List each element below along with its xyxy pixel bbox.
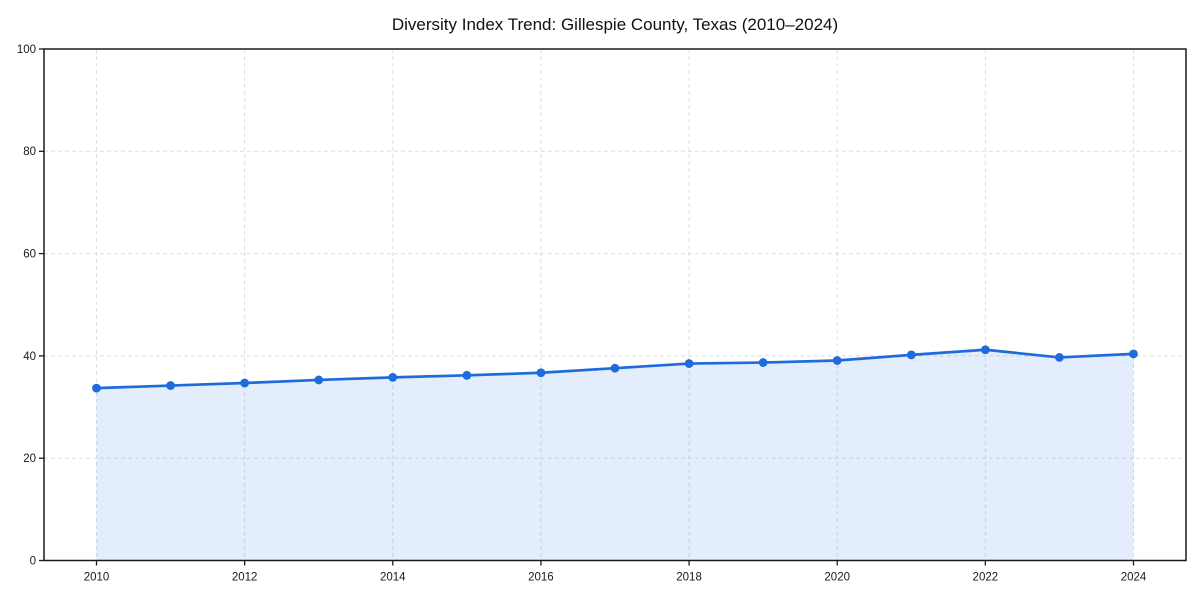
- y-axis-tick-label: 60: [23, 249, 36, 261]
- data-point-marker: [1055, 353, 1064, 362]
- x-axis-tick-label: 2012: [232, 572, 258, 584]
- y-axis-tick-label: 80: [23, 146, 36, 158]
- data-point-marker: [684, 359, 694, 368]
- data-point-marker: [758, 358, 768, 367]
- plot-border: [43, 48, 1187, 562]
- x-axis-tick-label: 2014: [380, 572, 406, 584]
- data-point-marker: [1129, 349, 1138, 359]
- data-point-marker: [166, 381, 175, 390]
- chart-title: Diversity Index Trend: Gillespie County,…: [391, 15, 839, 34]
- data-point-marker: [536, 368, 546, 378]
- x-axis-tick-label: 2016: [528, 572, 554, 584]
- y-axis-tick-label: 100: [17, 44, 36, 56]
- data-point-marker: [314, 375, 324, 385]
- x-axis-tick-label: 2024: [1121, 572, 1147, 584]
- data-point-marker: [388, 372, 398, 382]
- data-point-marker: [980, 345, 990, 355]
- series-area-fill: [96, 349, 1134, 561]
- y-axis-tick-label: 20: [23, 453, 36, 465]
- y-axis-tick-label: 40: [23, 351, 36, 363]
- x-axis-tick-label: 2018: [676, 572, 702, 584]
- data-point-marker: [240, 378, 250, 388]
- x-axis-tick-label: 2010: [84, 572, 110, 584]
- data-point-marker: [610, 363, 620, 373]
- data-point-marker: [92, 383, 101, 393]
- data-point-marker: [462, 370, 472, 380]
- x-axis-tick-label: 2020: [824, 572, 850, 584]
- data-point-marker: [832, 356, 842, 365]
- x-axis-tick-label: 2022: [973, 572, 999, 584]
- data-point-marker: [906, 350, 916, 360]
- y-axis-tick-label: 0: [30, 555, 36, 567]
